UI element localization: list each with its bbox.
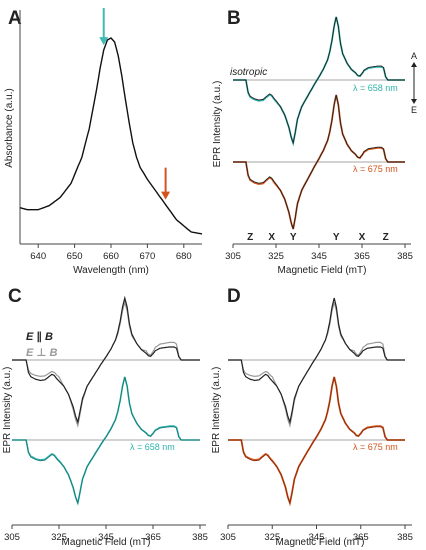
teal-wavelength-label: λ = 658 nm (353, 83, 398, 93)
panel-a-tick-label: 680 (176, 251, 192, 262)
panel-d-orange-wavelength-label: λ = 675 nm (353, 442, 398, 452)
panel-a-tick-label: 660 (103, 251, 119, 262)
canonical-orientation-label: X (359, 232, 366, 243)
legend-parallel: E ∥ B (26, 331, 53, 343)
epr-simulation-675nm (233, 94, 405, 230)
canonical-orientation-label: Z (383, 232, 389, 243)
epr-trace-658nm-dark (12, 376, 200, 505)
absorbance-spectrum-line (19, 37, 203, 235)
panel-b-tick-label: 385 (397, 251, 413, 262)
panel-c-tick-label: 325 (51, 532, 67, 543)
epr-simulation-658nm (233, 16, 405, 145)
canonical-orientation-label: Y (290, 232, 297, 243)
panel-b-epr-chart: 305 325 345 365 385 Z X Y Y X Z isotropic λ = 658… (212, 16, 417, 276)
panel-c-tick-label: 365 (145, 532, 161, 543)
panel-a-tick-label: 670 (139, 251, 155, 262)
panel-d-tick-label: 325 (264, 532, 280, 543)
panel-c-teal-wavelength-label: λ = 658 nm (130, 442, 175, 452)
canonical-orientation-label: Z (247, 232, 253, 243)
panel-c-y-axis-label: EPR Intensity (a.u.) (2, 367, 13, 454)
panel-b-y-axis-label: EPR Intensity (a.u.) (212, 81, 223, 168)
panel-d-epr-chart: 305 325 345 365 385 λ = 675 nm Magnetic Fiel… (211, 297, 413, 548)
panel-c-tick-label: 305 (4, 532, 20, 543)
panel-b-x-axis-label: Magnetic Field (mT) (278, 265, 367, 276)
panel-letter-c: C (8, 286, 22, 307)
panel-c-tick-label: 345 (98, 532, 114, 543)
wavelength-arrow-head (161, 191, 171, 200)
panel-b-tick-label: 345 (311, 251, 327, 262)
panel-d-y-axis-label: EPR Intensity (a.u.) (211, 367, 222, 454)
arrow-up-head (411, 62, 417, 67)
panel-a-tick-label: 640 (30, 251, 46, 262)
legend-perpendicular: E ⊥ B (26, 347, 58, 359)
emission-label: E (411, 105, 417, 115)
panel-letter-d: D (227, 286, 241, 307)
panel-d-tick-label: 365 (353, 532, 369, 543)
panel-d-tick-label: 345 (309, 532, 325, 543)
arrow-down-head (411, 99, 417, 104)
canonical-orientation-label: Y (333, 232, 340, 243)
epr-trace-parallel (12, 295, 200, 425)
panel-a-absorbance-chart: 640 650 660 670 680 Wavelength (nm) Absorban… (4, 8, 203, 276)
panel-b-tick-label: 305 (225, 251, 241, 262)
panel-c-tick-label: 385 (192, 532, 208, 543)
epr-trace-perpendicular (228, 302, 405, 429)
panel-d-x-axis-label: Magnetic Field (mT) (276, 537, 365, 548)
panel-a-tick-label: 650 (67, 251, 83, 262)
panel-a-x-axis-label: Wavelength (nm) (73, 265, 149, 276)
panel-d-tick-label: 305 (220, 532, 236, 543)
orange-wavelength-label: λ = 675 nm (353, 164, 398, 174)
epr-trace-perpendicular (12, 300, 200, 428)
panel-c-x-axis-label: Magnetic Field (mT) (62, 537, 151, 548)
panel-letter-b: B (227, 8, 241, 29)
panel-c-epr-chart: 305 325 345 365 385 E ∥ B E ⊥ B λ = 658 nm M… (2, 295, 208, 548)
epr-trace-675nm-dark (228, 376, 405, 505)
panel-letter-a: A (8, 8, 22, 29)
panel-b-tick-label: 365 (354, 251, 370, 262)
panel-a-y-axis-label: Absorbance (a.u.) (4, 88, 15, 168)
isotropic-label: isotropic (230, 67, 267, 78)
panel-b-tick-label: 325 (268, 251, 284, 262)
absorption-label: A (411, 51, 417, 61)
canonical-orientation-label: X (268, 232, 275, 243)
panel-d-tick-label: 385 (397, 532, 413, 543)
wavelength-arrow-head (99, 37, 109, 46)
epr-trace-parallel (228, 297, 405, 425)
